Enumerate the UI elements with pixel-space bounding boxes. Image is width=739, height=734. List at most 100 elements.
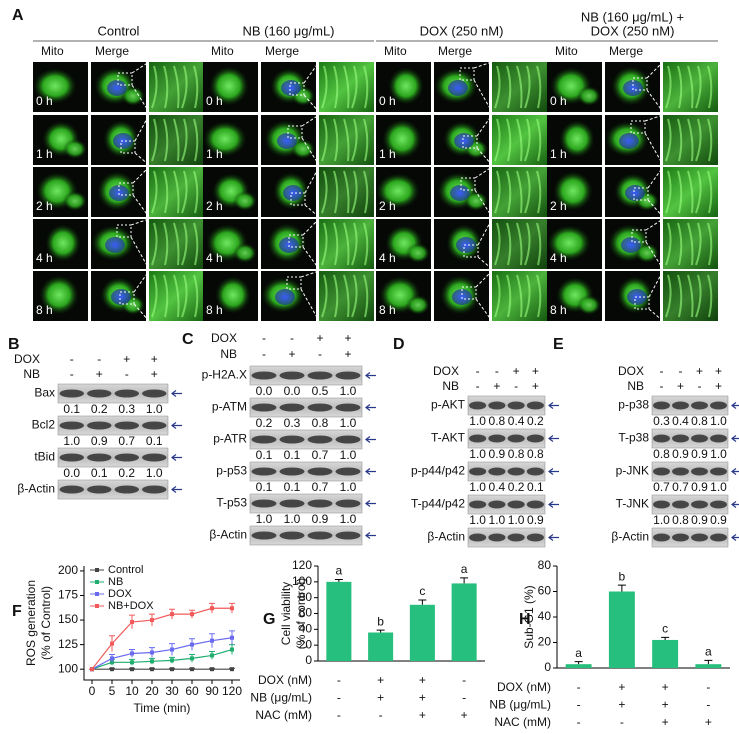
mito-strand <box>351 118 358 162</box>
band-quant: 0.9 <box>691 513 708 527</box>
band-quant: 0.7 <box>672 480 689 494</box>
blot-band <box>672 434 689 443</box>
blot-band <box>335 371 361 380</box>
condition-sign: + <box>662 698 669 712</box>
zoom-guide <box>646 89 664 113</box>
band-name: T-AKT <box>431 431 466 445</box>
mito-strand <box>333 65 339 109</box>
bar <box>652 639 679 668</box>
band-quant: 0.0 <box>284 384 301 398</box>
band-name: tBid <box>34 450 55 464</box>
blot-band <box>488 467 506 476</box>
point <box>190 667 194 672</box>
legend-label: NB <box>108 576 123 588</box>
x-tick-label: 60 <box>185 684 199 698</box>
nucleus <box>619 133 639 149</box>
blot-band <box>59 453 84 462</box>
blot-band <box>526 401 544 410</box>
mito-strand <box>181 222 188 266</box>
band-quant: 0.9 <box>691 480 708 494</box>
mito-strand <box>343 65 350 109</box>
cell-mito <box>63 191 87 211</box>
time-label: 4 h <box>379 251 396 265</box>
time-label: 1 h <box>36 147 53 161</box>
blot-strip <box>249 461 363 482</box>
point <box>150 618 154 623</box>
mito-strand <box>343 274 350 318</box>
condition-sign: - <box>318 347 322 361</box>
blot-band <box>691 500 708 509</box>
significance-letter: b <box>377 614 384 628</box>
condition-sign: - <box>70 352 74 366</box>
band-quant: 1.0 <box>340 512 357 526</box>
band-quant: 1.0 <box>469 414 486 428</box>
band-quant: 0.3 <box>118 402 135 416</box>
blot-band <box>279 371 305 380</box>
significance-letter: c <box>419 584 425 598</box>
mito-strand <box>151 274 158 318</box>
condition-sign: + <box>344 331 351 345</box>
blot-band <box>307 435 333 444</box>
zoom-box <box>634 296 650 310</box>
zoom-box <box>120 140 136 154</box>
mito-strand <box>181 274 188 318</box>
blot-band <box>279 499 305 508</box>
band-arrow <box>365 372 376 379</box>
blot-strip <box>57 447 169 468</box>
time-label: 1 h <box>550 147 567 161</box>
mito-strand <box>506 65 512 109</box>
time-label: 2 h <box>379 199 396 213</box>
condition-sign: + <box>715 364 722 378</box>
column-header: Merge <box>609 44 643 58</box>
band-quant: 0.8 <box>508 447 525 461</box>
zoom-guide <box>303 94 320 113</box>
blot-band <box>114 389 139 398</box>
blot-strip <box>467 527 546 548</box>
panel-label: G <box>263 611 275 628</box>
mito-strand <box>173 118 180 162</box>
x-tick-label: 30 <box>165 684 179 698</box>
band-quant: 0.9 <box>710 513 727 527</box>
band-quant: 1.0 <box>146 466 163 480</box>
group-title: Control <box>98 23 140 38</box>
blot-band <box>488 500 506 509</box>
point <box>110 667 114 672</box>
legend-label: NB+DOX <box>108 600 154 612</box>
blot-strip <box>249 493 363 514</box>
condition-sign: - <box>70 367 74 381</box>
condition-name: NB <box>23 367 40 381</box>
band-quant: 1.0 <box>469 447 486 461</box>
blot-band <box>279 403 305 412</box>
blot-band <box>279 531 305 540</box>
mito-strand <box>536 222 542 266</box>
band-quant: 1.0 <box>340 384 357 398</box>
mito-strand <box>677 222 683 266</box>
blot-band <box>335 435 361 444</box>
condition-sign: + <box>618 680 625 694</box>
time-label: 8 h <box>36 303 53 317</box>
mito-strand <box>363 274 369 318</box>
condition-name: DOX (nM) <box>258 673 312 687</box>
blot-band <box>691 467 708 476</box>
panel-label: H <box>519 611 531 628</box>
blot-band <box>307 371 333 380</box>
significance-letter: b <box>619 569 626 583</box>
blot-band <box>507 500 525 509</box>
condition-sign: + <box>532 379 539 393</box>
mito-strand <box>333 222 339 266</box>
cell-mito <box>577 295 601 315</box>
cell-mito <box>121 86 145 106</box>
band-quant: 0.8 <box>653 447 670 461</box>
band-quant: 1.0 <box>469 513 486 527</box>
condition-sign: + <box>618 698 625 712</box>
blot-band <box>526 434 544 443</box>
significance-letter: a <box>705 645 712 659</box>
cell-mito <box>376 173 420 209</box>
zoom-box <box>119 291 135 305</box>
mito-strand <box>151 222 158 266</box>
condition-sign: - <box>290 331 294 345</box>
mito-strand <box>536 118 542 162</box>
bar <box>451 583 477 661</box>
band-quant: 0.1 <box>146 434 163 448</box>
mito-strand <box>677 118 683 162</box>
